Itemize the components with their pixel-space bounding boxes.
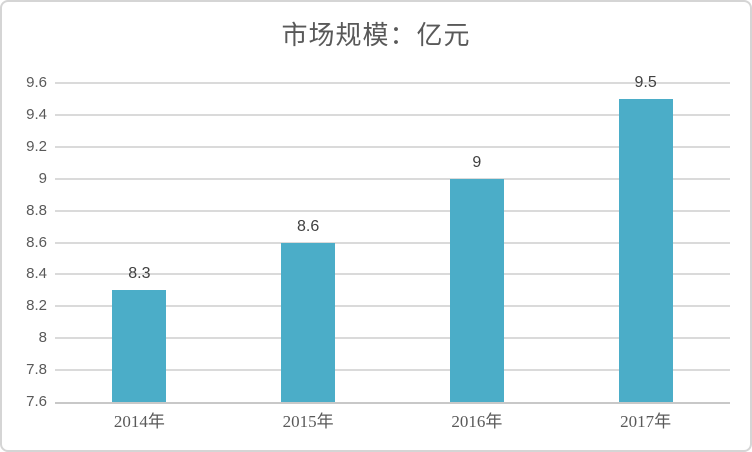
bar-value-label: 9.5	[634, 73, 657, 91]
gridline	[55, 177, 730, 180]
x-axis-tick-label: 2017年	[620, 412, 672, 431]
y-axis-tick-label: 8.4	[26, 265, 47, 283]
y-axis-tick-label: 7.6	[26, 393, 47, 410]
x-axis-tick-label: 2015年	[282, 412, 334, 431]
x-axis-tick-label: 2014年	[113, 412, 165, 431]
y-axis-tick-label: 9.4	[26, 105, 47, 123]
y-axis-tick-label: 8.8	[26, 201, 47, 219]
gridline	[55, 145, 730, 148]
bar-value-label: 9	[472, 153, 482, 171]
bar-2014年	[112, 290, 167, 402]
bar-2017年	[618, 98, 673, 402]
y-axis: 7.6 7.8 8 8.2 8.4 8.6 8.8 9 9.2 9.4 9.6	[2, 74, 47, 410]
gridline	[55, 113, 730, 116]
bar-value-label: 8.3	[128, 265, 151, 283]
y-axis-tick-label: 8.6	[26, 233, 47, 251]
bar-value-label: 8.6	[297, 217, 320, 235]
gridline	[55, 369, 730, 372]
gridline	[55, 273, 730, 276]
gridline	[55, 209, 730, 212]
y-axis-tick-label: 9.6	[26, 74, 47, 91]
y-axis-tick-label: 8	[38, 329, 47, 347]
x-axis-tick-label: 2016年	[451, 412, 503, 431]
y-axis-tick-label: 8.2	[26, 297, 47, 315]
bar-2015年	[281, 242, 336, 402]
y-axis-tick-label: 9.2	[26, 137, 47, 155]
chart-title: 市场规模：亿元	[281, 21, 471, 50]
gridline	[55, 241, 730, 244]
gridline	[55, 337, 730, 340]
gridline	[55, 305, 730, 308]
gridline	[55, 82, 730, 84]
y-axis-tick-label: 7.8	[26, 361, 47, 379]
bar-2016年	[449, 178, 504, 402]
plot-area: 8.3 8.6 9 9.5	[55, 74, 730, 404]
y-axis-tick-label: 9	[38, 169, 47, 187]
x-axis: 2014年 2015年 2016年 2017年	[55, 410, 730, 436]
